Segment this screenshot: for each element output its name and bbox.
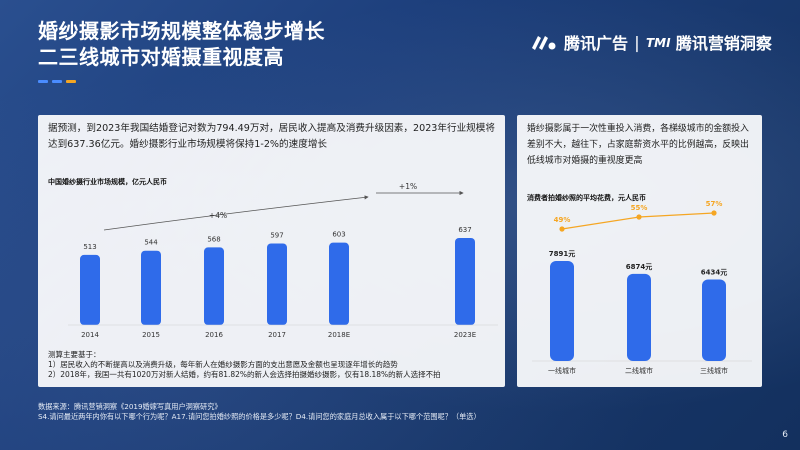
market-size-panel: 据预测，到2023年我国结婚登记对数为794.49万对，居民收入提高及消费升级因… (38, 115, 505, 387)
bar (455, 238, 475, 325)
x-tick-label: 2018E (328, 331, 350, 339)
bar-value-label: 637 (458, 226, 471, 234)
brand-sub: TMI 腾讯营销洞察 (646, 30, 772, 54)
bar-value-label: 603 (332, 231, 345, 239)
bar (550, 261, 574, 361)
growth-annotation: +1% (399, 183, 417, 191)
city-cost-description: 婚纱摄影属于一次性重投入消费，各梯级城市的金额投入差别不大，越往下，占家庭薪资水… (527, 124, 749, 166)
source-footnote: 数据来源：腾讯营销洞察《2019婚嫁写真用户洞察研究》 S4.请问最近两年内你有… (38, 402, 481, 422)
bar-value-label: 6434元 (701, 268, 727, 276)
calculation-notes: 测算主要基于： 1）居民收入的不断提高以及消费升级，每年新人在婚纱摄影方面的支出… (48, 350, 498, 380)
bar (204, 247, 224, 325)
bar (329, 242, 349, 325)
market-size-description: 据预测，到2023年我国结婚登记对数为794.49万对，居民收入提高及消费升级因… (48, 123, 495, 150)
accent-dash (38, 80, 48, 83)
x-tick-label: 一线城市 (548, 366, 576, 375)
bar (627, 273, 651, 361)
bar (141, 250, 161, 325)
city-cost-chart-title: 消费者拍婚纱照的平均花费，元人民币 (527, 194, 646, 202)
page-title: 婚纱摄影市场规模整体稳步增长 二三线城市对婚摄重视度高 (38, 18, 325, 70)
share-label: 57% (706, 201, 723, 208)
accent-dash (66, 80, 76, 83)
bar-value-label: 7891元 (549, 250, 575, 258)
accent-dash (52, 80, 62, 83)
tmi-logo-icon: TMI (646, 36, 671, 49)
title-accent (38, 80, 76, 83)
brand-sub-label: 腾讯营销洞察 (675, 34, 772, 53)
note-item: 2）2018年，我国一共有1020万对新人结婚，约有81.82%的新人会选择拍摄… (48, 370, 441, 379)
growth-annotation: +4% (209, 211, 227, 220)
brand-name: 腾讯广告 (564, 34, 629, 53)
bar-value-label: 6874元 (626, 263, 652, 271)
title-line-2: 二三线城市对婚摄重视度高 (38, 45, 284, 69)
bar (267, 243, 287, 325)
source-line: 数据来源：腾讯营销洞察《2019婚嫁写真用户洞察研究》 (38, 402, 222, 411)
share-label: 49% (554, 216, 571, 224)
title-line-1: 婚纱摄影市场规模整体稳步增长 (38, 19, 325, 43)
x-tick-label: 2014 (81, 331, 99, 339)
share-point (559, 226, 565, 232)
x-tick-label: 2017 (268, 331, 286, 339)
market-size-chart: 513 2014 544 2015 568 2016 597 2017 603 2018E 637 2… (68, 183, 498, 339)
note-item: 1）居民收入的不断提高以及消费升级，每年新人在婚纱摄影方面的支出意愿及金额也呈现… (48, 360, 398, 369)
share-point (711, 210, 717, 216)
x-tick-label: 三线城市 (700, 366, 728, 375)
bar-value-label: 597 (270, 231, 283, 239)
bar-value-label: 568 (207, 235, 220, 243)
brand-separator: | (634, 32, 640, 52)
svg-text:TMI: TMI (646, 36, 671, 49)
note-heading: 测算主要基于： (48, 350, 101, 359)
x-tick-label: 2023E (454, 331, 476, 339)
bar-value-label: 513 (83, 243, 96, 251)
share-label: 55% (631, 204, 648, 212)
x-tick-label: 2016 (205, 331, 223, 339)
share-point (636, 214, 642, 220)
question-line: S4.请问最近两年内你有以下哪个行为呢？A17.请问您拍婚纱照的价格是多少呢？D… (38, 412, 481, 421)
bar (80, 254, 100, 325)
x-tick-label: 二线城市 (625, 366, 653, 375)
brand: 腾讯广告 | TMI 腾讯营销洞察 (530, 30, 772, 54)
growth-arrow (103, 195, 369, 231)
tencent-ad-logo-icon (532, 36, 556, 50)
page-number: 6 (782, 430, 788, 440)
market-size-chart-title: 中国婚纱摄行业市场规模，亿元人民币 (48, 178, 167, 186)
bar-value-label: 544 (144, 239, 158, 247)
x-tick-label: 2015 (142, 331, 160, 339)
city-cost-panel: 婚纱摄影属于一次性重投入消费，各梯级城市的金额投入差别不大，越往下，占家庭薪资水… (517, 115, 762, 387)
bar (702, 279, 726, 361)
